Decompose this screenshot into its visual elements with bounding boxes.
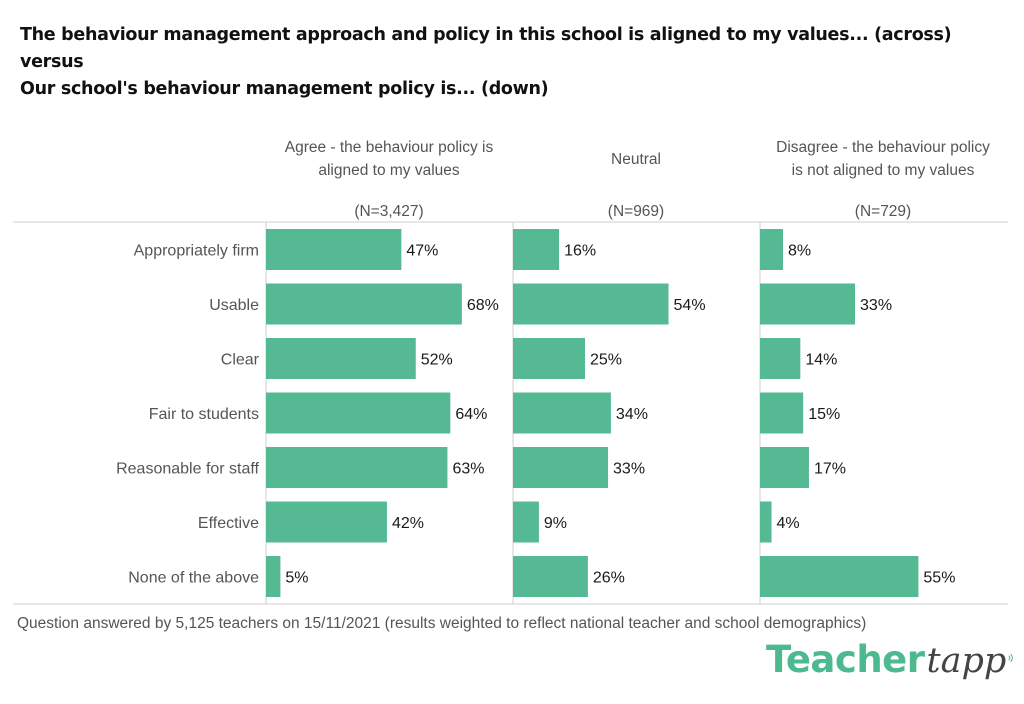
logo-text-tapp: tapp	[926, 641, 1007, 681]
signal-waves-icon	[1008, 653, 1014, 663]
bar	[760, 556, 919, 597]
bar-value-label: 47%	[406, 243, 438, 260]
panel-header: Agree - the behaviour policy is	[285, 139, 494, 156]
bar-value-label: 54%	[674, 297, 706, 314]
panel-header: Disagree - the behaviour policy	[776, 139, 990, 156]
bar	[513, 283, 669, 325]
bar-value-label: 64%	[455, 406, 487, 423]
bar-value-label: 55%	[923, 570, 955, 587]
bar-value-label: 34%	[616, 406, 648, 423]
bar	[266, 447, 448, 488]
bar	[513, 447, 609, 488]
bar	[760, 338, 801, 379]
bar	[760, 283, 856, 325]
bar-value-label: 25%	[590, 352, 622, 369]
bar-value-label: 33%	[860, 297, 892, 314]
bar	[513, 501, 539, 543]
title-line-3: Our school's behaviour management policy…	[20, 79, 549, 99]
bar-value-label: 14%	[805, 352, 837, 369]
bar	[760, 501, 772, 543]
bar-value-label: 52%	[421, 352, 453, 369]
category-label: Clear	[221, 352, 260, 369]
panel-n-label: (N=969)	[608, 203, 664, 220]
category-label: Effective	[198, 515, 259, 532]
bar-value-label: 63%	[452, 461, 484, 478]
category-label: Usable	[209, 297, 259, 314]
bar	[266, 501, 387, 543]
chart-title: The behaviour management approach and po…	[20, 22, 1010, 103]
bar	[266, 283, 462, 325]
bar	[513, 556, 588, 597]
bar	[760, 447, 809, 488]
bar-value-label: 17%	[814, 461, 846, 478]
bar-value-label: 26%	[593, 570, 625, 587]
bar-value-label: 5%	[285, 570, 308, 587]
bar-value-label: 15%	[808, 406, 840, 423]
bar	[513, 392, 611, 434]
bar-value-label: 9%	[544, 515, 567, 532]
panel-n-label: (N=729)	[855, 203, 911, 220]
bar-value-label: 68%	[467, 297, 499, 314]
bar	[760, 229, 784, 270]
panel-header: Neutral	[611, 151, 661, 168]
bar	[760, 392, 804, 434]
category-label: None of the above	[128, 570, 259, 587]
bar-value-label: 8%	[788, 243, 811, 260]
panel-header: is not aligned to my values	[792, 162, 975, 179]
category-label: Fair to students	[149, 406, 259, 423]
bar	[266, 392, 451, 434]
bar-value-label: 16%	[564, 243, 596, 260]
teachertapp-logo: Teacher tapp	[766, 638, 1016, 698]
footnote: Question answered by 5,125 teachers on 1…	[17, 615, 867, 632]
bar	[513, 338, 585, 379]
bar-value-label: 42%	[392, 515, 424, 532]
title-line-1: The behaviour management approach and po…	[20, 25, 952, 45]
bar	[266, 338, 416, 379]
category-label: Appropriately firm	[134, 243, 259, 260]
bar	[266, 229, 402, 270]
bar	[266, 556, 281, 597]
bar-value-label: 33%	[613, 461, 645, 478]
panel-header: aligned to my values	[318, 162, 460, 179]
panel-n-label: (N=3,427)	[354, 203, 423, 220]
logo-text-teacher: Teacher	[766, 638, 925, 681]
category-label: Reasonable for staff	[116, 461, 259, 478]
bar	[513, 229, 560, 270]
bar-value-label: 4%	[777, 515, 800, 532]
title-line-2: versus	[20, 52, 84, 72]
